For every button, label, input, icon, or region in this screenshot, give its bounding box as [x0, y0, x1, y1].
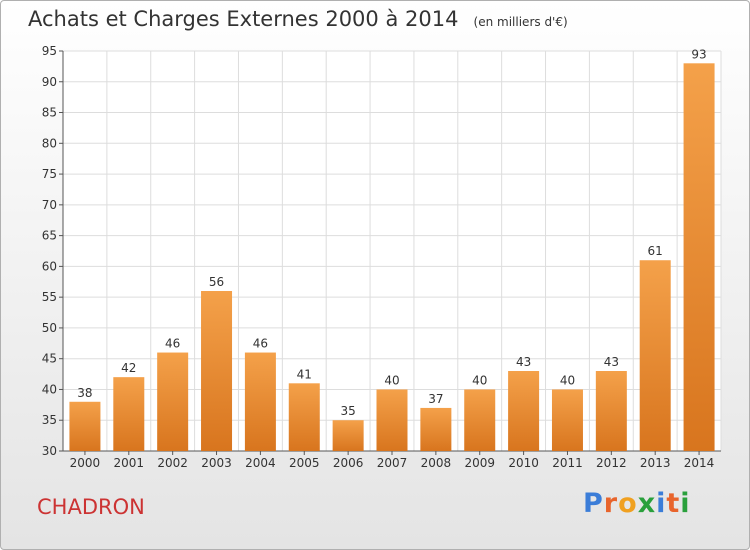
bar: [420, 407, 452, 451]
x-tick-label: 2000: [70, 456, 101, 470]
x-tick-label: 2011: [552, 456, 583, 470]
bar: [551, 389, 583, 451]
data-label: 35: [340, 404, 355, 418]
y-tick-label: 70: [42, 198, 57, 212]
data-label: 41: [297, 367, 312, 381]
y-tick-label: 45: [42, 352, 57, 366]
y-tick-label: 85: [42, 106, 57, 120]
data-label: 38: [77, 386, 92, 400]
bar: [113, 377, 145, 451]
bar: [69, 401, 101, 451]
y-tick-label: 50: [42, 321, 57, 335]
logo-letter: i: [680, 488, 691, 519]
data-label: 40: [560, 373, 575, 387]
bar: [464, 389, 496, 451]
x-tick-label: 2006: [333, 456, 364, 470]
x-tick-label: 2002: [157, 456, 188, 470]
bar: [201, 291, 233, 451]
bar: [376, 389, 408, 451]
bar: [683, 63, 715, 452]
data-label: 43: [516, 355, 531, 369]
logo-letter: x: [637, 488, 657, 519]
x-tick-label: 2008: [421, 456, 452, 470]
data-label: 93: [691, 47, 706, 61]
x-tick-label: 2012: [596, 456, 627, 470]
bars: [69, 63, 715, 452]
bar: [508, 371, 540, 451]
logo-letter: t: [666, 488, 681, 519]
x-tick-label: 2007: [377, 456, 408, 470]
bar: [288, 383, 320, 451]
logo-letter: i: [656, 488, 667, 519]
proxiti-logo: Proxiti: [583, 488, 691, 519]
data-label: 43: [604, 355, 619, 369]
logo-letter: r: [603, 488, 619, 519]
logo-letter: o: [618, 488, 638, 519]
y-tick-label: 75: [42, 167, 57, 181]
data-label: 40: [472, 373, 487, 387]
labels: 30 35 40 45 50 55 60 65 70 75 80 85 90 95 38 2000 42 2001…: [42, 44, 715, 470]
x-tick-label: 2014: [684, 456, 715, 470]
data-label: 46: [253, 337, 268, 351]
commune-name: CHADRON: [37, 495, 145, 519]
data-label: 40: [384, 373, 399, 387]
y-tick-label: 90: [42, 75, 57, 89]
y-tick-label: 55: [42, 290, 57, 304]
y-tick-label: 95: [42, 44, 57, 58]
chart-subtitle: (en milliers d'€): [473, 15, 568, 29]
x-tick-label: 2013: [640, 456, 671, 470]
bar: [157, 352, 189, 451]
bar: [244, 352, 276, 451]
title-row: Achats et Charges Externes 2000 à 2014 (…: [28, 7, 568, 31]
x-tick-label: 2010: [508, 456, 539, 470]
x-tick-label: 2004: [245, 456, 276, 470]
x-tick-label: 2005: [289, 456, 320, 470]
data-label: 61: [648, 244, 663, 258]
y-tick-label: 65: [42, 229, 57, 243]
x-tick-label: 2009: [464, 456, 495, 470]
data-label: 46: [165, 337, 180, 351]
y-tick-label: 80: [42, 136, 57, 150]
y-tick-label: 60: [42, 259, 57, 273]
y-tick-label: 40: [42, 382, 57, 396]
bar: [332, 420, 364, 451]
bar: [639, 260, 671, 451]
data-label: 56: [209, 275, 224, 289]
data-label: 42: [121, 361, 136, 375]
logo-letter: P: [583, 488, 604, 519]
y-tick-label: 30: [42, 444, 57, 458]
y-tick-label: 35: [42, 413, 57, 427]
x-tick-label: 2003: [201, 456, 232, 470]
x-tick-label: 2001: [114, 456, 145, 470]
chart-title: Achats et Charges Externes 2000 à 2014: [28, 7, 459, 31]
data-label: 37: [428, 392, 443, 406]
bar: [595, 371, 627, 451]
